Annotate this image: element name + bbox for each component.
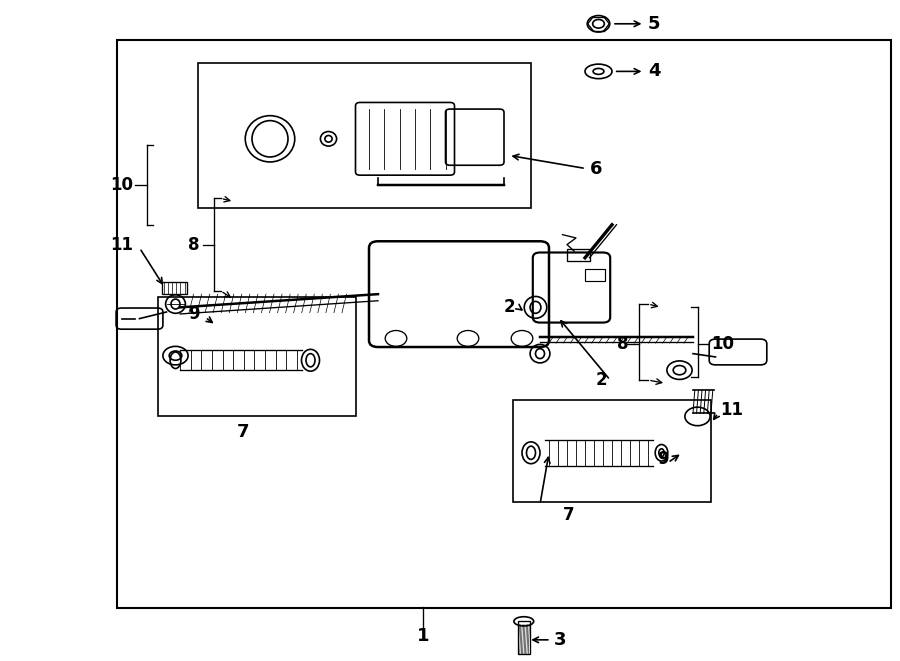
- Text: 11: 11: [110, 235, 133, 254]
- Text: 2: 2: [596, 371, 608, 389]
- Text: 4: 4: [648, 62, 661, 81]
- Bar: [585, 269, 605, 281]
- Text: 7: 7: [562, 506, 574, 524]
- Bar: [567, 249, 590, 261]
- Text: 6: 6: [590, 159, 602, 178]
- Text: 9: 9: [188, 305, 199, 323]
- Text: 9: 9: [657, 450, 669, 469]
- Text: 1: 1: [417, 627, 429, 645]
- Bar: [518, 621, 530, 654]
- Text: 8: 8: [188, 235, 199, 254]
- Text: 8: 8: [616, 334, 628, 353]
- Text: 3: 3: [554, 631, 566, 649]
- Text: 7: 7: [237, 423, 249, 441]
- Text: 10: 10: [711, 334, 734, 353]
- Text: 2: 2: [504, 298, 516, 317]
- Bar: [158, 297, 356, 416]
- Bar: [198, 63, 531, 208]
- Text: 10: 10: [110, 176, 133, 194]
- Bar: [162, 282, 187, 294]
- Text: 5: 5: [648, 15, 661, 33]
- Text: 11: 11: [720, 401, 743, 419]
- Bar: [117, 40, 891, 608]
- Bar: [513, 400, 711, 502]
